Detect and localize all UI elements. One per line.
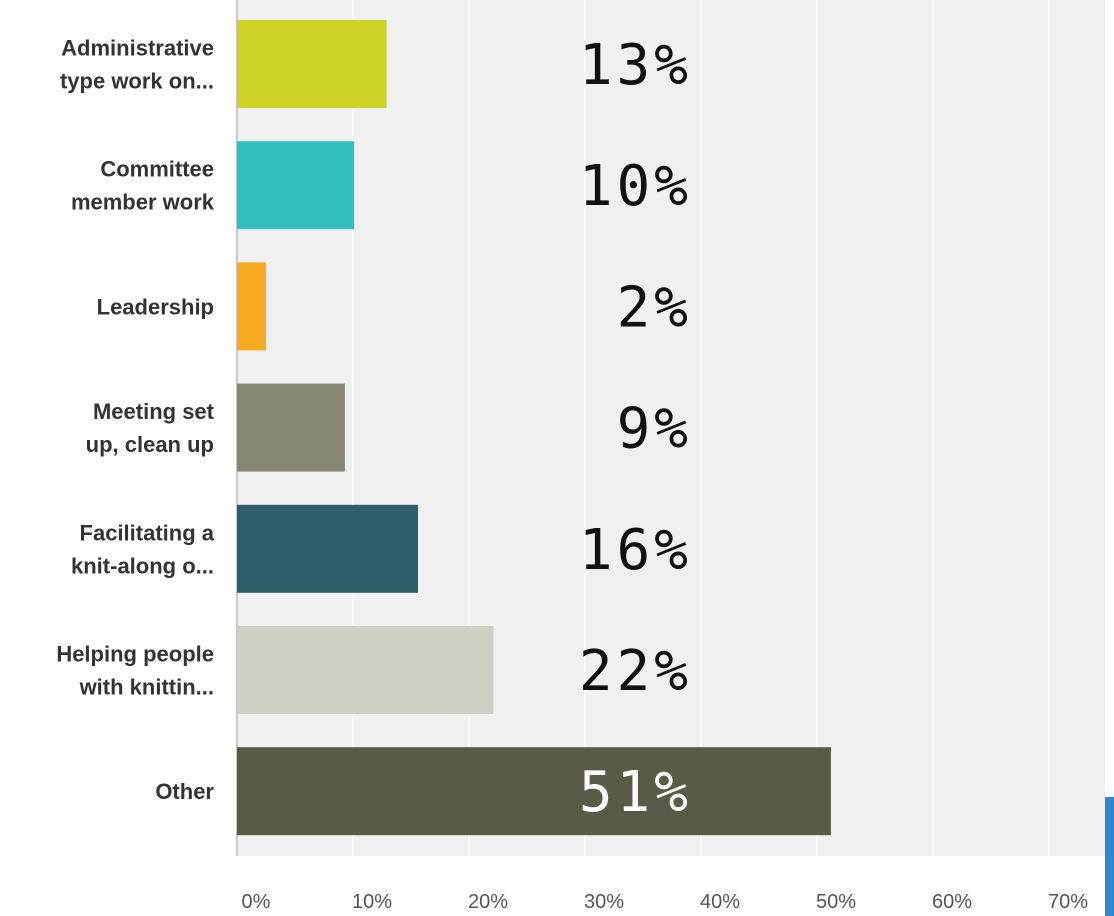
edge-accent-bar (1105, 797, 1114, 916)
category-label-line: Facilitating a (80, 520, 215, 545)
value-label-5: 16% (579, 518, 692, 583)
category-label-line: Leadership (97, 294, 214, 319)
category-label-6: Helping people with knittin... (56, 642, 214, 700)
category-labels: Administrative type work on... Committee me… (56, 36, 214, 805)
x-tick-label-70%: 70% (1048, 891, 1088, 913)
category-label-line: up, clean up (86, 432, 214, 457)
bar-7 (237, 747, 831, 836)
x-tick-label-40%: 40% (700, 891, 740, 913)
bar-3 (237, 262, 266, 351)
x-tick-label-30%: 30% (584, 891, 624, 913)
bars (237, 20, 831, 836)
value-label-6: 22% (579, 639, 692, 704)
x-tick-label-60%: 60% (932, 891, 972, 913)
category-label-1: Administrative type work on... (60, 36, 214, 94)
category-label-2: Committee member work (71, 157, 215, 215)
bar-2 (237, 141, 355, 230)
category-label-line: type work on... (60, 69, 214, 94)
bar-4 (237, 383, 345, 472)
x-tick-labels: 0% 10% 20% 30% 40% 50% 60% 70% (242, 891, 1089, 913)
category-label-4: Meeting set up, clean up (86, 399, 215, 457)
category-label-line: knit-along o... (71, 553, 214, 578)
category-label-5: Facilitating a knit-along o... (71, 520, 215, 578)
category-label-3: Leadership (97, 294, 214, 319)
value-label-4: 9% (617, 397, 692, 462)
category-label-line: Other (155, 779, 214, 804)
value-label-3: 2% (617, 275, 692, 340)
category-label-line: Committee (100, 157, 214, 182)
x-tick-label-50%: 50% (816, 891, 856, 913)
x-tick-label-20%: 20% (468, 891, 508, 913)
bar-5 (237, 504, 418, 593)
value-label-7: 51% (579, 760, 692, 825)
bar-1 (237, 20, 387, 108)
category-label-line: with knittin... (79, 675, 214, 700)
value-label-2: 10% (579, 154, 692, 219)
value-label-1: 13% (579, 33, 692, 98)
value-labels: 13% 10% 2% 9% 16% 22% 51% (579, 33, 692, 825)
category-label-line: Helping people (56, 642, 214, 667)
category-label-line: member work (71, 190, 215, 215)
category-label-7: Other (155, 779, 214, 804)
category-label-line: Administrative (61, 36, 214, 61)
bar-6 (237, 626, 494, 714)
x-tick-label-0%: 0% (242, 891, 271, 913)
x-tick-label-10%: 10% (352, 891, 392, 913)
category-label-line: Meeting set (93, 399, 215, 424)
